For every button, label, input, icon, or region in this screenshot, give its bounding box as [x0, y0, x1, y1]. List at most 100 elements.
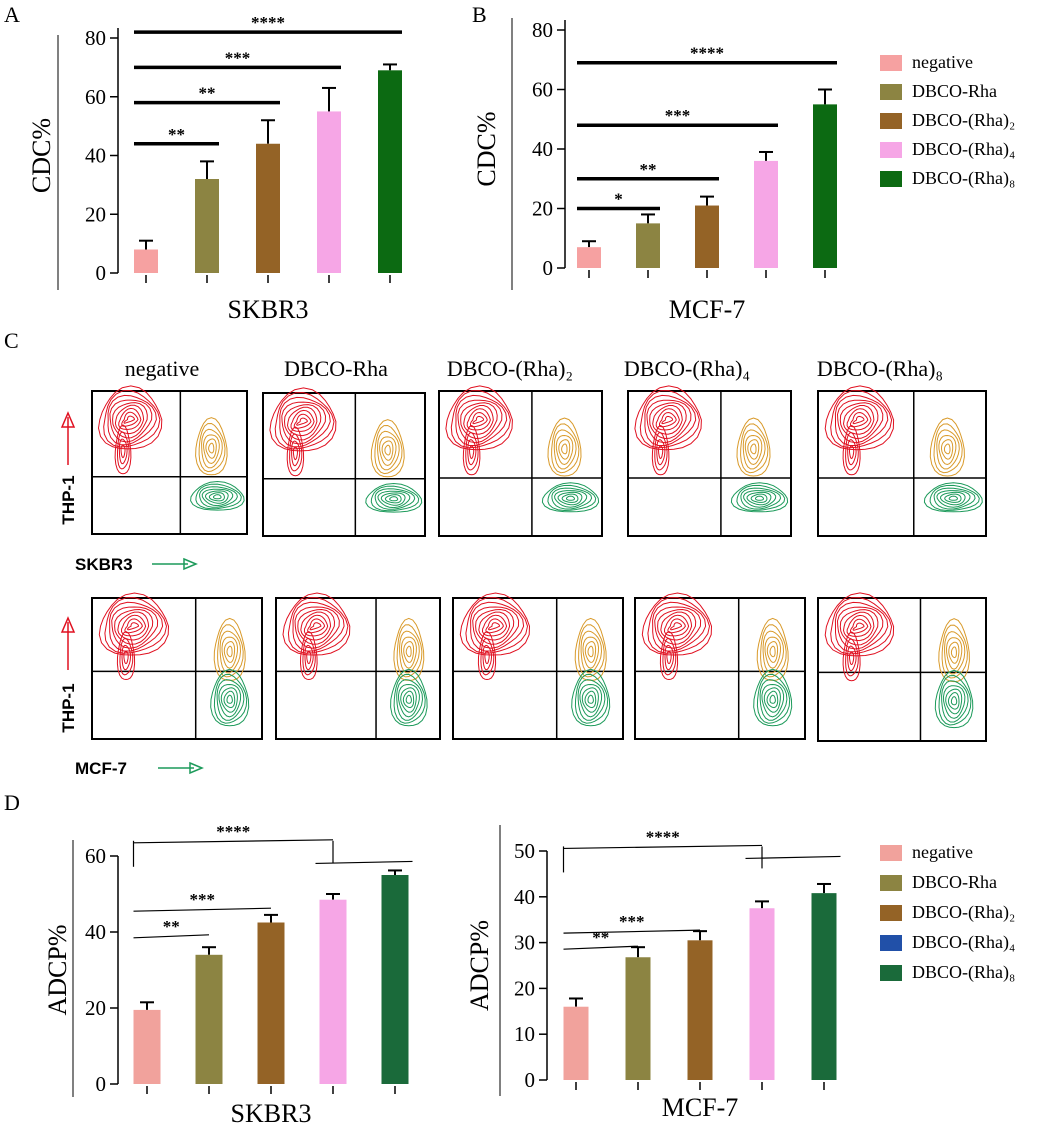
flow-population-red-tail: [120, 444, 126, 459]
flow-plot-frame: [262, 392, 426, 537]
flow-population-red: [303, 614, 329, 637]
bar-4: [378, 70, 402, 273]
bar-1: [195, 179, 219, 273]
significance-label: ***: [619, 912, 645, 931]
flow-population-green: [755, 495, 765, 501]
flow-population-orange: [574, 617, 607, 681]
flow-population-orange: [379, 436, 397, 467]
flow-population-red: [667, 618, 686, 634]
significance-line: [563, 929, 701, 934]
flow-population-green: [581, 687, 599, 713]
flow-population-orange: [223, 640, 236, 663]
flow-population-orange: [740, 423, 769, 474]
significance-line-extra: [315, 860, 413, 865]
flow-population-red: [846, 614, 872, 637]
flow-population-green: [947, 692, 960, 710]
flow-population-orange: [213, 617, 246, 681]
flow-population-green: [761, 683, 785, 718]
flow-population-red-tail: [656, 439, 666, 466]
flow-population-orange: [202, 434, 220, 465]
flow-population-green: [938, 674, 972, 726]
flow-population-red: [293, 413, 312, 429]
flow-population-green: [208, 492, 225, 502]
significance-label: **: [168, 125, 185, 144]
flow-population-red-tail: [654, 432, 668, 471]
bar-0: [134, 249, 158, 273]
flow-y-axis-label: THP-1: [59, 475, 78, 524]
flow-population-red: [103, 390, 161, 448]
y-tick-label: 0: [543, 256, 554, 280]
flow-population-orange: [370, 419, 405, 478]
y-tick-label: 20: [85, 202, 106, 226]
flow-population-red-tail: [302, 638, 316, 676]
flow-population-green: [936, 490, 971, 508]
significance-label: ****: [216, 822, 250, 841]
y-axis-title: CDC%: [27, 118, 56, 193]
flow-population-green: [557, 491, 583, 506]
flow-population-green: [740, 487, 782, 510]
flow-population-red: [660, 611, 693, 641]
flow-population-red: [639, 390, 700, 449]
flow-population-green: [402, 690, 415, 709]
flow-population-red: [646, 399, 692, 444]
flow-population-green: [380, 492, 406, 506]
bar-2: [256, 143, 280, 273]
flow-population-red: [307, 618, 326, 634]
legend-swatch-2: [880, 905, 902, 921]
flow-population-red-tail: [462, 424, 481, 476]
flow-population-red: [663, 614, 690, 637]
significance-line: [563, 844, 763, 850]
significance-label: **: [199, 84, 216, 103]
flow-population-red-tail: [465, 432, 479, 471]
flow-population-red: [824, 592, 895, 657]
flow-population-red: [97, 385, 163, 450]
flow-population-red: [661, 415, 674, 425]
flow-population-red-tail: [847, 645, 857, 672]
legend-label-1: DBCO-Rha: [912, 81, 997, 101]
flow-population-green: [939, 491, 966, 506]
flow-population-orange: [929, 417, 965, 477]
flow-population-orange: [742, 429, 766, 470]
flow-population-red-tail: [847, 439, 857, 466]
bar-0: [563, 1006, 589, 1080]
flow-population-red: [644, 394, 697, 446]
flow-y-axis-label: THP-1: [59, 683, 78, 732]
x-axis-title: MCF-7: [662, 1093, 739, 1122]
flow-population-red: [121, 411, 139, 427]
legend-label-0: negative: [912, 52, 973, 72]
x-axis-title: SKBR3: [228, 295, 309, 324]
flow-population-red: [852, 415, 865, 425]
flow-plot-frame: [452, 597, 624, 740]
flow-population-orange: [381, 440, 394, 461]
bar-1: [636, 223, 660, 268]
flow-population-green: [199, 486, 238, 508]
legend-label-2: DBCO-(Rha)₂: [912, 110, 1015, 131]
flow-plot-r1-c2: [452, 592, 624, 740]
y-tick-label: 10: [514, 1022, 535, 1046]
flow-population-orange: [396, 624, 423, 678]
flow-population-green: [554, 490, 588, 508]
flow-population-red-tail: [849, 651, 855, 666]
flow-population-orange: [219, 630, 242, 674]
flow-population-orange: [744, 434, 763, 466]
flow-plot-r1-c0: [91, 592, 263, 740]
flow-cytometry-panel: negative DBCO-Rha DBCO-(Rha)₂ DBCO-(Rha)₄ DB…: [59, 356, 987, 778]
flow-population-red: [472, 606, 520, 649]
flow-population-green: [223, 690, 236, 709]
legend-label-4: DBCO-(Rha)₈: [912, 168, 1015, 189]
flow-population-orange: [940, 439, 954, 460]
significance-label: ***: [190, 890, 216, 909]
flow-population-red: [849, 411, 869, 428]
flow-population-red: [114, 608, 154, 645]
flow-population-red: [836, 399, 884, 444]
flow-population-orange: [584, 640, 597, 663]
flow-population-orange: [405, 645, 412, 658]
legend-swatch-3: [880, 142, 902, 158]
y-tick-label: 20: [85, 996, 106, 1020]
flow-population-red: [842, 405, 875, 435]
flow-population-green: [226, 694, 233, 704]
flow-population-orange: [769, 645, 776, 658]
flow-population-orange: [950, 646, 957, 659]
panel-label-c: C: [4, 328, 19, 353]
